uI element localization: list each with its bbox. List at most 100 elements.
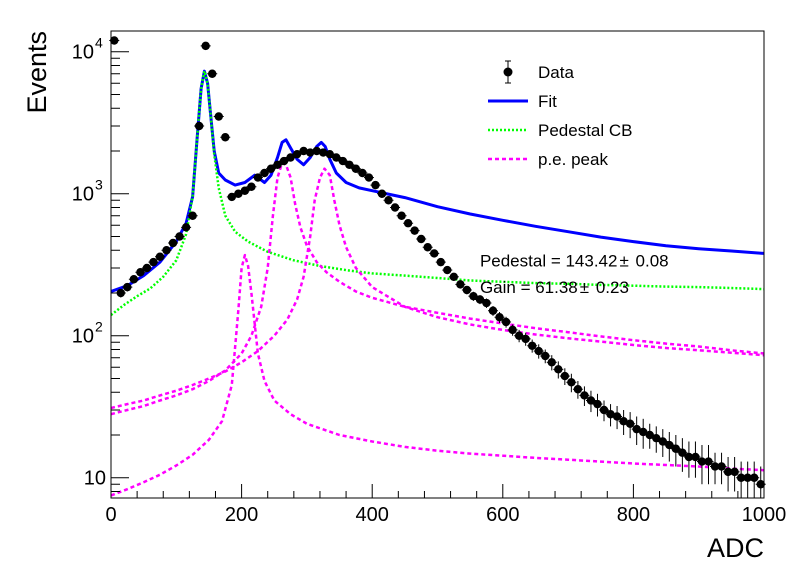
data-point: [110, 36, 119, 45]
x-tick-label: 600: [486, 504, 519, 526]
data-point: [580, 391, 589, 400]
data-point: [684, 452, 694, 462]
data-point: [371, 180, 380, 190]
legend-label: Pedestal CB: [538, 121, 633, 140]
curve-pedestal-cb: [111, 69, 764, 316]
data-point: [730, 467, 739, 477]
data-point: [508, 325, 517, 335]
legend-label: p.e. peak: [538, 150, 608, 169]
data-point: [495, 313, 504, 322]
data-point: [430, 249, 439, 258]
data-point: [123, 282, 132, 292]
data-point: [691, 452, 700, 462]
x-tick-label: 800: [617, 504, 650, 526]
data-point: [638, 427, 648, 437]
data-point: [384, 196, 393, 205]
y-axis-label: Events: [22, 31, 52, 114]
curve-p-e-peak-3: [111, 167, 764, 410]
data-point: [332, 153, 341, 162]
data-point: [155, 252, 165, 261]
data-point: [247, 182, 256, 191]
data-point: [260, 168, 269, 178]
data-point: [312, 146, 321, 156]
data-point: [227, 192, 237, 202]
data-point: [456, 280, 465, 289]
data-point: [554, 365, 563, 374]
data-point: [697, 457, 707, 466]
fit-annotations: Pedestal = 143.42 ± 0.08 Gain = 61.38 ± 0.2…: [480, 251, 669, 297]
data-point: [658, 437, 667, 446]
data-point: [175, 232, 184, 241]
data-point: [292, 149, 302, 159]
data-point: [527, 341, 537, 350]
x-axis-label: ADC: [707, 533, 764, 563]
data-point: [234, 189, 243, 198]
y-tick-label: 10: [72, 184, 94, 206]
data-point: [397, 211, 406, 220]
x-tick-label: 1000: [742, 504, 787, 526]
data-point: [149, 257, 158, 267]
data-point: [475, 295, 485, 304]
data-point: [168, 238, 178, 248]
data-point: [612, 412, 622, 421]
data-point: [547, 358, 556, 367]
y-tick-exponent: 3: [95, 177, 103, 193]
data-point: [750, 473, 759, 482]
data-point: [188, 211, 197, 220]
data-point: [514, 331, 524, 340]
data-point: [364, 173, 374, 182]
data-point: [469, 291, 478, 301]
data-point: [142, 263, 152, 273]
data-point: [645, 430, 654, 440]
data-point: [462, 285, 472, 295]
data-point: [214, 112, 223, 121]
data-point: [678, 448, 687, 457]
data-point: [723, 467, 733, 477]
x-tick-label: 400: [356, 504, 389, 526]
data-point: [501, 317, 511, 327]
data-point: [377, 189, 387, 198]
data-points: [109, 36, 766, 498]
data-point: [599, 405, 609, 415]
data-point: [704, 457, 713, 466]
data-point: [593, 399, 602, 409]
data-point: [521, 334, 530, 344]
data-point: [181, 223, 191, 232]
data-point: [299, 146, 308, 156]
data-point: [671, 444, 681, 453]
data-point: [443, 265, 452, 275]
data-point: [208, 69, 217, 78]
data-point: [665, 440, 674, 450]
data-point: [410, 226, 419, 235]
y-tick-label: 10: [72, 326, 94, 348]
data-point: [162, 246, 171, 255]
plot-frame: [110, 30, 765, 499]
data-point: [436, 257, 445, 267]
data-point: [573, 385, 583, 394]
data-point: [586, 396, 596, 405]
data-point: [416, 234, 426, 244]
y-tick-label: 10: [72, 42, 94, 64]
fit-curves: [111, 69, 764, 497]
data-point: [240, 186, 250, 195]
data-point: [129, 275, 139, 284]
data-point: [266, 164, 276, 173]
data-point: [325, 149, 334, 159]
curve-p-e-peak-1: [111, 253, 764, 497]
x-tick-label: 200: [225, 504, 258, 526]
data-point: [390, 203, 400, 212]
y-tick-exponent: 4: [95, 35, 103, 51]
data-point: [541, 351, 550, 361]
legend-marker: [503, 67, 513, 77]
y-tick-label: 10: [84, 468, 106, 490]
data-point: [403, 219, 413, 228]
data-point: [717, 462, 726, 471]
data-point: [358, 168, 367, 178]
data-point: [567, 378, 576, 387]
fit-result-text: Pedestal = 143.42 ± 0.08: [480, 251, 669, 270]
data-point: [273, 160, 282, 169]
data-point: [253, 173, 263, 182]
legend-label: Data: [538, 63, 574, 82]
